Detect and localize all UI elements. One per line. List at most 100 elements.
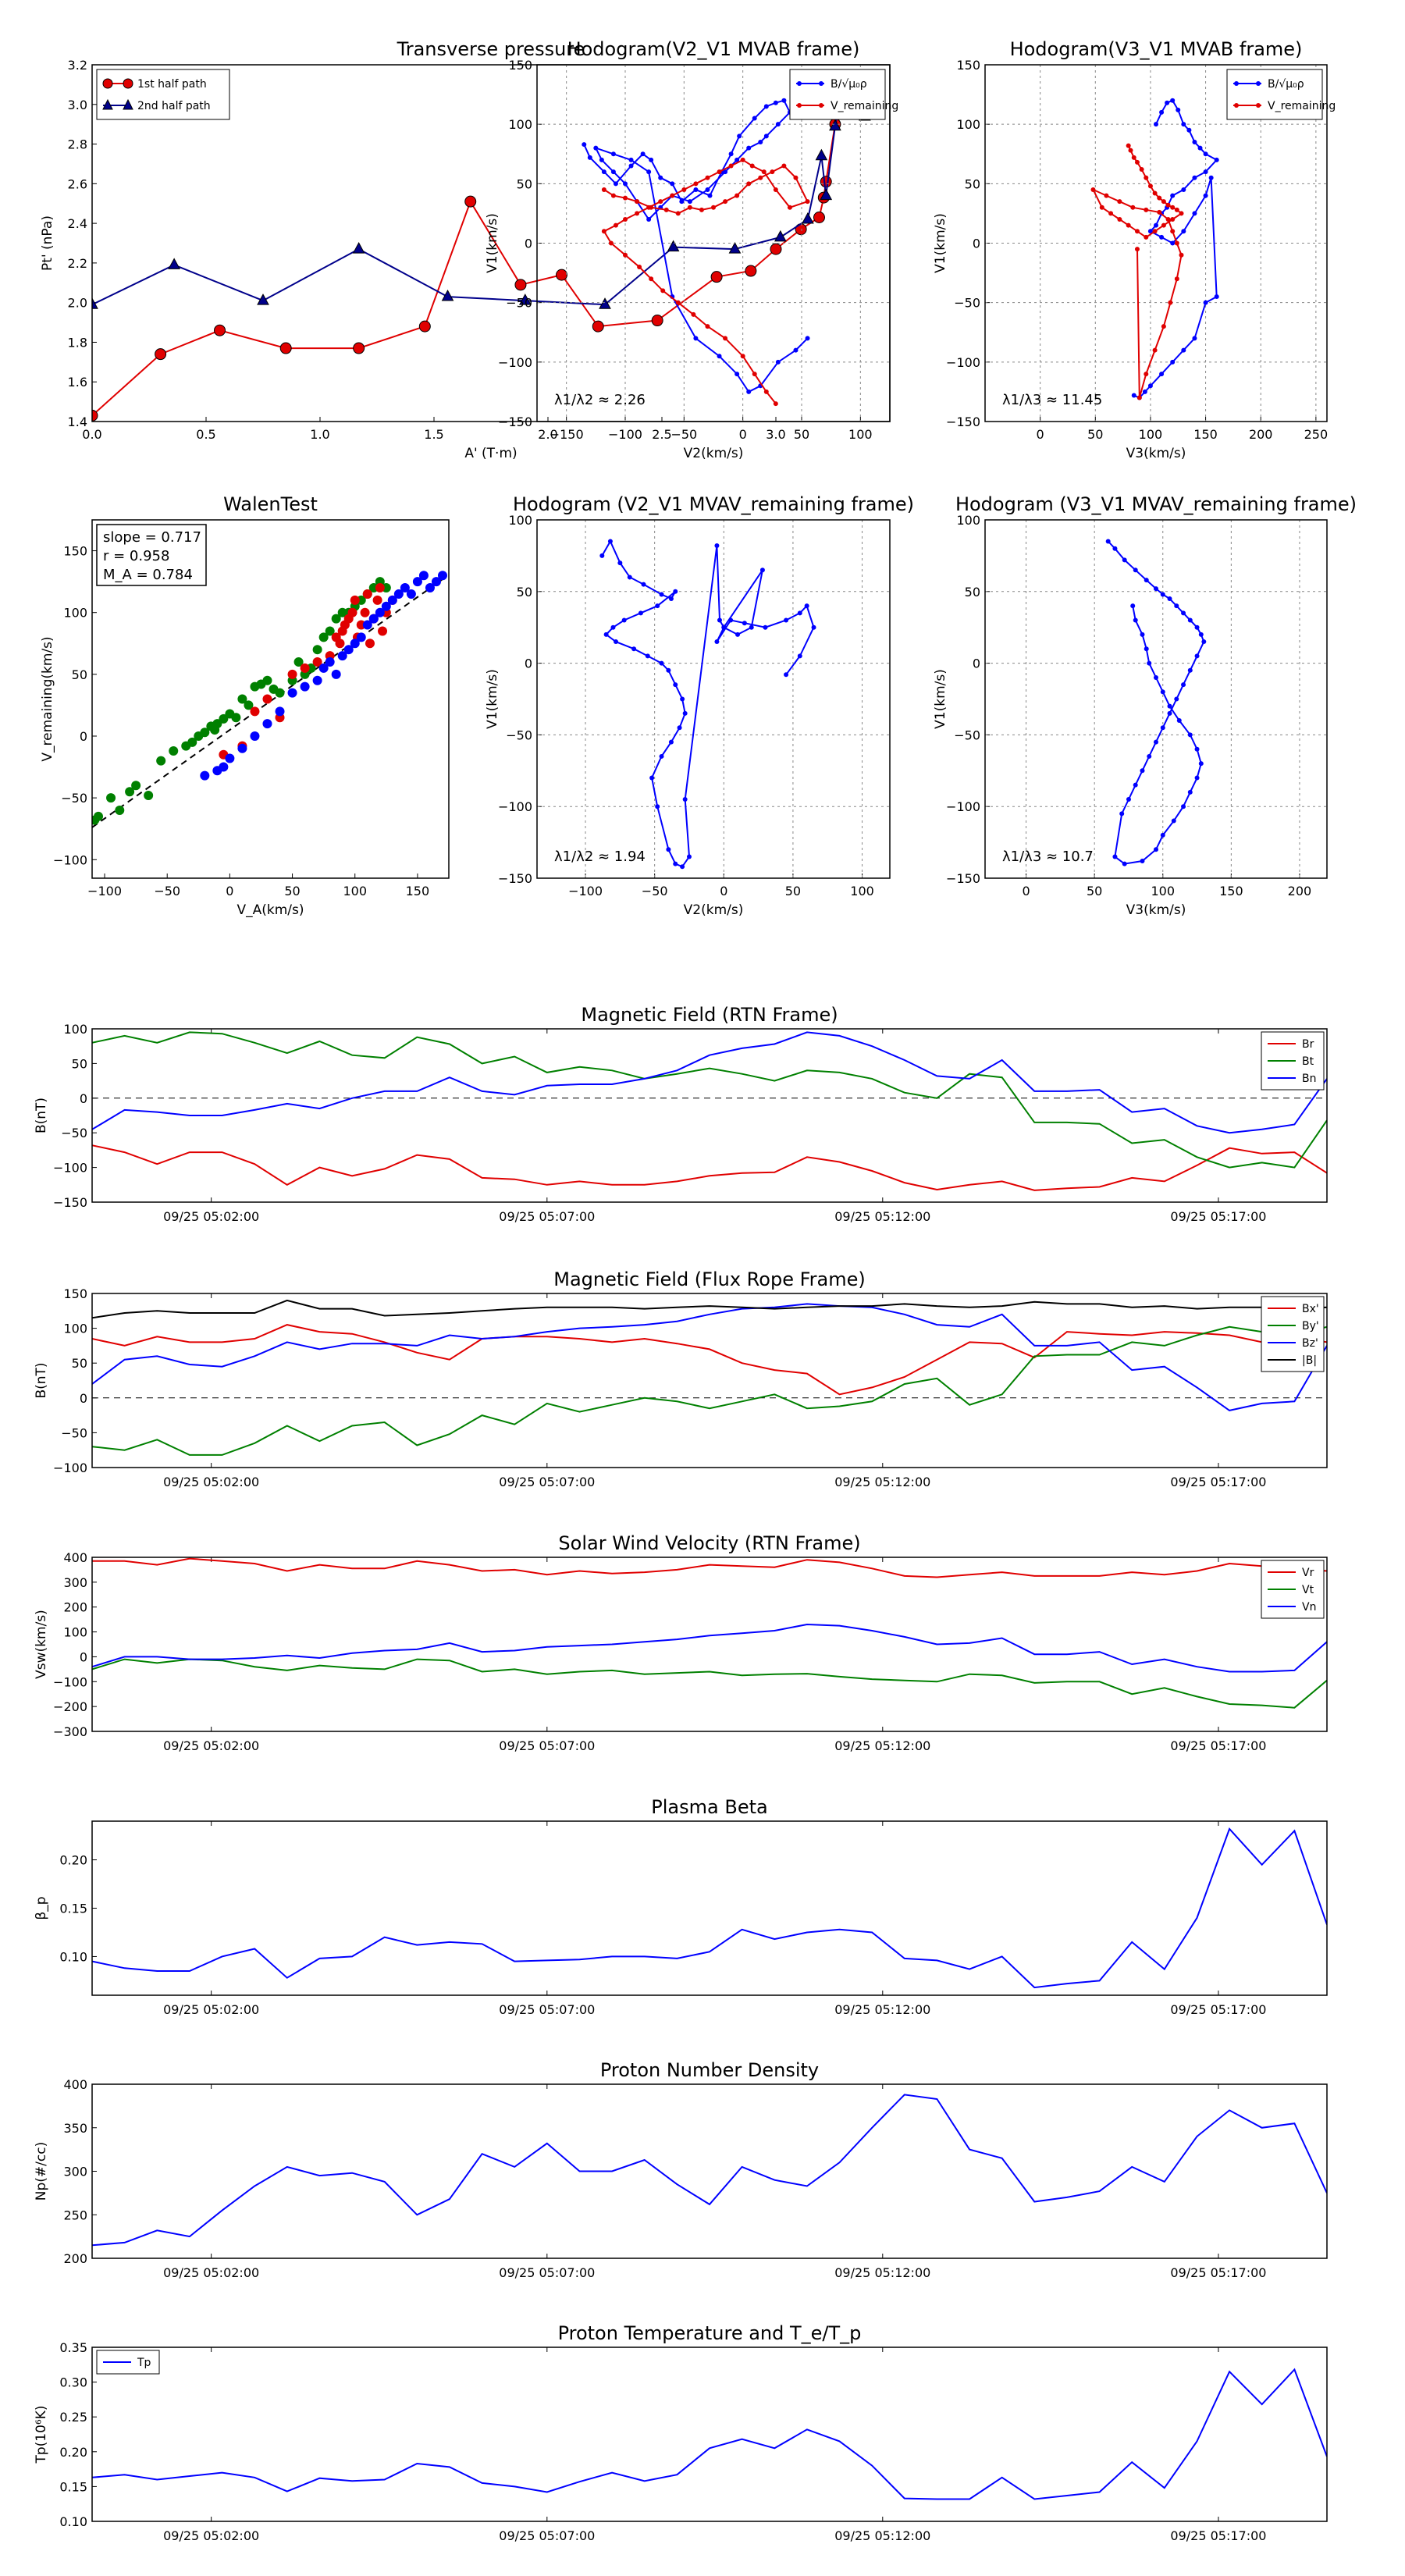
legend-label: B/√μ₀ρ [831, 78, 867, 91]
data-point [1112, 546, 1118, 551]
chart-p4: WalenTest −100 −50 0 50 100 150 −100 −50 0 50 100 15… [40, 493, 450, 918]
data-point [670, 193, 675, 198]
data-point [770, 243, 782, 255]
data-point [763, 133, 769, 139]
y-tick-label: 100 [63, 1322, 87, 1336]
axes-frame [984, 519, 1328, 879]
series-line [92, 112, 845, 417]
series-v-remaining [1090, 143, 1184, 400]
y-tick-label: 1.4 [68, 415, 87, 429]
data-point [1174, 240, 1179, 246]
data-point [813, 211, 825, 223]
fit-line [92, 574, 449, 828]
data-point [774, 229, 787, 242]
data-point [1157, 209, 1162, 215]
y-tick-label: 0 [80, 729, 87, 744]
y-tick-label: −100 [946, 355, 980, 370]
data-point [1133, 568, 1138, 573]
y-tick-label: 0.20 [59, 1853, 87, 1868]
data-point [705, 324, 710, 329]
x-tick-label: 0.5 [196, 427, 215, 442]
chart-title: Magnetic Field (Flux Rope Frame) [553, 1268, 865, 1290]
data-point [638, 610, 643, 616]
data-point [1122, 557, 1127, 563]
data-point [1117, 199, 1122, 205]
data-point [312, 675, 322, 685]
data-point [601, 229, 606, 234]
series-line-bx [92, 1324, 1327, 1396]
data-point [1112, 854, 1118, 859]
data-point [1161, 199, 1166, 205]
data-point [325, 657, 335, 667]
data-point [607, 539, 613, 544]
series-line-bt [92, 1031, 1327, 1169]
x-axis-label: V_A(km/s) [237, 902, 304, 918]
data-point [1160, 832, 1165, 838]
data-point [155, 348, 167, 361]
data-point [365, 639, 375, 649]
data-point [262, 719, 272, 729]
plot-area [92, 69, 871, 422]
data-point [1192, 211, 1197, 216]
data-point [250, 706, 260, 717]
data-point [372, 595, 382, 605]
data-point [1126, 797, 1131, 802]
legend-marker [102, 78, 113, 89]
data-point [728, 151, 734, 157]
data-point [707, 193, 713, 198]
data-point [318, 632, 329, 642]
data-point [1140, 632, 1145, 637]
data-point [649, 276, 654, 282]
data-point [660, 288, 666, 294]
data-point [745, 265, 757, 277]
data-point [1170, 98, 1176, 103]
data-point [353, 342, 365, 354]
data-point [1214, 294, 1219, 300]
axes-frame [536, 64, 891, 422]
data-point [464, 195, 477, 208]
y-axis-label: β_p [34, 1896, 49, 1920]
x-tick-label: 09/25 05:17:00 [1170, 1209, 1266, 1224]
y-tick-label: −150 [946, 871, 980, 886]
y-tick-label: 250 [63, 2208, 87, 2222]
data-point [1176, 107, 1181, 112]
data-point [631, 646, 637, 652]
data-point [680, 864, 685, 870]
data-point [658, 175, 663, 180]
legend-marker [123, 78, 133, 89]
x-tick-label: 09/25 05:07:00 [499, 2265, 595, 2280]
data-point [300, 663, 310, 673]
data-point [1203, 300, 1208, 305]
data-point [761, 169, 767, 175]
data-point [1174, 276, 1179, 282]
legend-label: V_remaining [831, 100, 898, 112]
y-tick-label: 3.2 [68, 58, 87, 73]
data-point [257, 294, 269, 305]
y-tick-label: 50 [72, 1356, 87, 1371]
data-point [131, 781, 141, 791]
data-point [94, 811, 104, 821]
y-tick-label: −150 [946, 415, 980, 429]
x-tick-label: 09/25 05:12:00 [834, 2265, 930, 2280]
data-point [599, 157, 604, 162]
data-point [613, 181, 618, 187]
data-point [667, 240, 680, 252]
y-tick-label: −50 [61, 791, 87, 806]
y-tick-label: 2.6 [68, 176, 87, 191]
data-point [115, 805, 125, 815]
data-point [804, 603, 809, 609]
data-point [1198, 761, 1204, 767]
data-point [645, 653, 650, 659]
eigen-ratio-annotation: λ1/λ3 ≈ 10.7 [1002, 849, 1094, 865]
data-point [1167, 703, 1172, 709]
data-point [673, 682, 678, 688]
y-tick-label: 2.2 [68, 256, 87, 271]
data-point [352, 242, 365, 254]
data-point [1144, 207, 1149, 212]
data-point [1203, 151, 1208, 157]
data-point [356, 632, 366, 642]
legend-label: Bz' [1302, 1337, 1318, 1350]
data-point [1126, 222, 1131, 228]
data-point [787, 205, 792, 210]
x-tick-label: 09/25 05:02:00 [163, 2265, 259, 2280]
